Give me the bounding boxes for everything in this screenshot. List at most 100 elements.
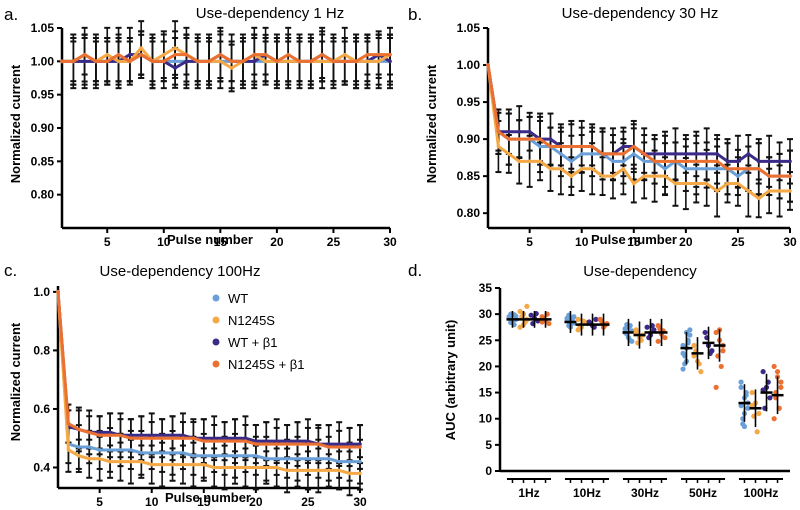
- scatter-point: [778, 384, 784, 390]
- data-point: [388, 52, 392, 57]
- data-point: [611, 152, 615, 156]
- data-point: [243, 465, 248, 470]
- data-point: [233, 465, 237, 470]
- legend: WT N1245S WT + β1 N1245S + β1: [212, 291, 305, 372]
- scatter-point: [524, 303, 530, 309]
- data-point: [66, 421, 71, 426]
- data-point: [326, 442, 331, 446]
- data-point: [139, 52, 143, 57]
- data-point: [725, 166, 730, 171]
- data-point: [621, 152, 626, 156]
- data-point: [538, 137, 542, 141]
- data-point: [507, 137, 511, 141]
- data-point: [149, 433, 154, 438]
- data-point: [767, 174, 771, 178]
- data-point: [108, 430, 112, 435]
- scatter-point: [745, 405, 751, 411]
- data-point: [306, 439, 310, 443]
- data-point: [212, 436, 217, 441]
- y-tick-label: 15: [479, 386, 493, 400]
- data-point: [306, 442, 310, 446]
- data-point: [715, 166, 719, 171]
- data-point: [388, 59, 392, 64]
- data-point: [263, 59, 268, 64]
- data-point: [87, 445, 92, 449]
- data-point: [347, 445, 352, 449]
- data-point: [191, 453, 196, 458]
- scatter-point: [778, 379, 784, 385]
- legend-marker: [212, 338, 220, 346]
- data-point: [590, 166, 594, 171]
- data-point: [736, 159, 740, 164]
- y-tick-label: 1.05: [457, 21, 481, 35]
- scatter-point: [680, 350, 686, 356]
- y-tick-label: 25: [479, 333, 493, 347]
- data-point: [285, 439, 289, 443]
- scatter-point: [738, 379, 744, 385]
- data-point: [181, 451, 185, 455]
- x-tick-label: 5: [104, 235, 111, 249]
- y-axis-title-c: Normalized current: [8, 322, 23, 441]
- data-point: [316, 468, 321, 473]
- scatter-point: [741, 423, 748, 430]
- data-point: [725, 159, 730, 164]
- plot-area-d: 0 5 10 15 20 25 30 35 1Hz 10Hz 30Hz 50Hz 100Hz: [479, 281, 790, 500]
- data-point: [160, 451, 164, 455]
- panel-label-c: c.: [4, 261, 17, 280]
- legend-label: N1245S + β1: [228, 357, 305, 372]
- data-point: [149, 462, 154, 467]
- category-label: 10Hz: [573, 486, 601, 500]
- data-point: [611, 159, 615, 164]
- plot-area-a: 0.80 0.85 0.90 0.95 1.00 1.05 5 10 15 20 25 30: [31, 20, 397, 249]
- chart-title-d: Use-dependency: [583, 263, 697, 280]
- data-point: [285, 442, 289, 446]
- scatter-point: [528, 312, 534, 318]
- data-point: [496, 144, 501, 149]
- data-point: [108, 459, 112, 464]
- data-point: [320, 59, 324, 64]
- data-point: [548, 166, 553, 171]
- data-point: [777, 189, 782, 193]
- data-point: [376, 52, 381, 57]
- data-point: [170, 433, 175, 438]
- data-point: [222, 436, 227, 441]
- scatter-point: [749, 389, 755, 396]
- x-axis-title-c: Pulse number: [165, 490, 251, 505]
- data-point: [642, 152, 647, 156]
- y-tick-label: 0.95: [457, 95, 481, 109]
- scatter-point: [629, 338, 635, 344]
- scatter-point: [575, 327, 581, 333]
- data-point: [286, 52, 291, 57]
- data-point: [195, 59, 200, 64]
- data-point: [181, 436, 185, 441]
- data-point: [252, 52, 257, 57]
- data-point: [71, 59, 76, 64]
- data-point: [579, 144, 584, 149]
- data-point: [496, 129, 501, 134]
- data-point: [631, 152, 636, 156]
- scatter-point: [662, 335, 668, 341]
- legend-marker: [212, 294, 220, 302]
- scatter-point: [593, 316, 599, 322]
- data-point: [139, 433, 144, 438]
- data-point: [97, 448, 102, 452]
- data-point: [756, 166, 761, 171]
- data-point: [788, 174, 792, 178]
- data-point: [663, 166, 667, 171]
- data-point: [694, 166, 699, 171]
- data-point: [263, 52, 268, 57]
- data-point: [486, 63, 490, 67]
- data-point: [517, 129, 522, 134]
- data-point: [590, 152, 594, 156]
- data-point: [254, 439, 258, 443]
- data-point: [97, 433, 102, 438]
- scatter-point: [767, 395, 773, 401]
- x-tick-label: 15: [627, 235, 641, 249]
- data-point: [777, 174, 782, 178]
- data-point: [181, 433, 185, 438]
- data-point: [139, 436, 144, 441]
- data-point: [548, 137, 553, 141]
- data-point: [82, 52, 87, 57]
- panel-label-d: d.: [408, 261, 422, 280]
- scatter-point: [774, 369, 781, 375]
